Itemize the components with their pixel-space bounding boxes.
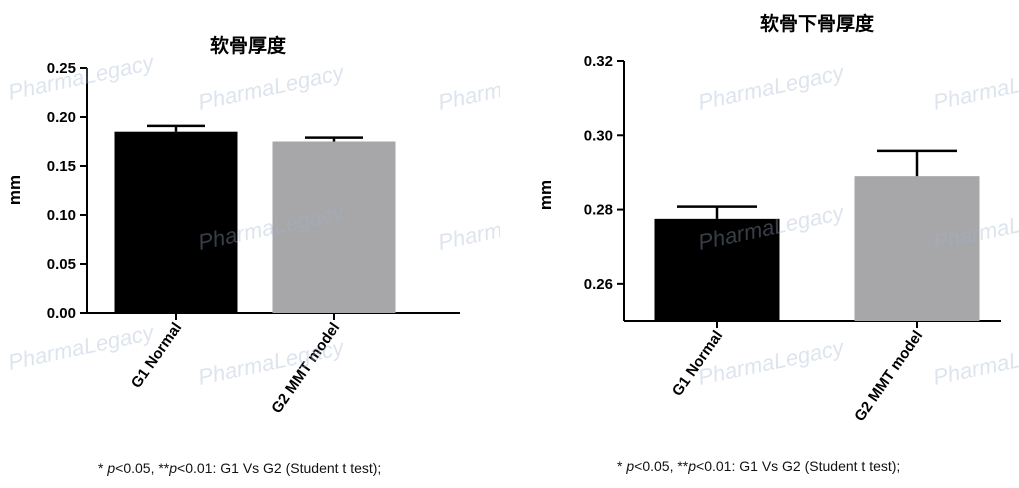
bar-1 [654, 218, 780, 321]
footnote: * p<0.05, **p<0.01: G1 Vs G2 (Student t … [617, 458, 900, 474]
watermark-text: PharmaLegacy [196, 59, 348, 115]
footnote-p2: p [688, 458, 697, 474]
y-axis-label: mm [536, 180, 555, 210]
footnote-p1: p [626, 458, 635, 474]
footnote-text2: <0.01: G1 Vs G2 (Student t test); [177, 460, 382, 476]
footnote-text2: <0.01: G1 Vs G2 (Student t test); [696, 458, 901, 474]
y-tick-label: 0.05 [47, 256, 76, 273]
y-tick-label: 0.28 [584, 202, 613, 219]
chart-title: 软骨下骨厚度 [760, 12, 875, 35]
watermark-text: PharmaLegacy [6, 49, 158, 105]
watermark-text: PharmaLegacy [436, 59, 500, 115]
footnote-p1: p [107, 460, 116, 476]
watermark-text: PharmaLegacy [931, 334, 1019, 390]
footnote-star: * [98, 460, 104, 476]
bar-1 [114, 131, 238, 313]
chart-subchondral-bone-thickness: 软骨下骨厚度 mm 0.26 0.28 0.30 0.32 G1 Normal G2 MM… [505, 0, 1019, 483]
footnote: * p<0.05, **p<0.01: G1 Vs G2 (Student t … [98, 460, 381, 476]
y-tick-label: 0.00 [47, 305, 76, 322]
y-tick-label: 0.10 [47, 207, 76, 224]
y-tick-label: 0.15 [47, 158, 76, 175]
x-category-label: G2 MMT model [851, 328, 926, 425]
y-tick-label: 0.30 [584, 127, 613, 144]
y-axis-label: mm [5, 175, 24, 205]
chart-title: 软骨厚度 [210, 34, 287, 57]
y-tick-label: 0.32 [584, 53, 613, 70]
y-tick-label: 0.25 [47, 60, 76, 77]
bar-2 [272, 141, 396, 313]
watermark-text: PharmaLegacy [931, 59, 1019, 115]
footnote-p2: p [169, 460, 178, 476]
watermark-text: PharmaLegacy [696, 59, 848, 115]
footnote-star: * [617, 458, 623, 474]
footnote-text1: <0.05, ** [115, 460, 170, 476]
y-tick-label: 0.20 [47, 109, 76, 126]
watermark-text: PharmaLegacy [6, 319, 158, 375]
footnote-text1: <0.05, ** [634, 458, 689, 474]
y-tick-label: 0.26 [584, 276, 613, 293]
watermark-text: PharmaLegacy [436, 199, 500, 255]
bar-2 [854, 176, 980, 321]
chart-cartilage-thickness: 软骨厚度 mm 0.00 0.05 0.10 0.15 0.20 0.25 G1 Norma… [0, 0, 588, 483]
watermark-text: PharmaLegacy [196, 334, 348, 390]
